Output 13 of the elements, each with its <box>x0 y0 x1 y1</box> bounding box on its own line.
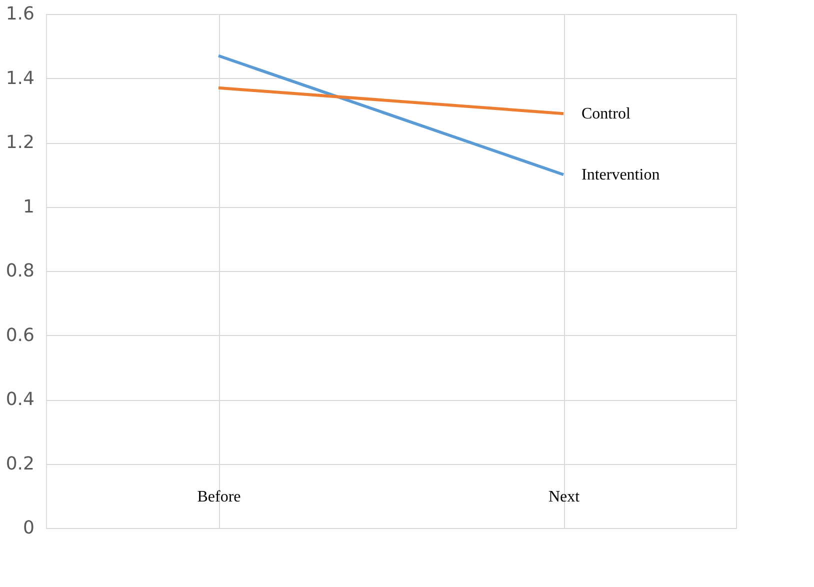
y-tick-label: 1.4 <box>6 68 34 89</box>
y-tick-label: 0 <box>23 518 34 538</box>
y-tick-label: 1 <box>23 196 34 218</box>
y-tick-label: 1.6 <box>6 4 34 24</box>
series-label: Control <box>582 106 631 123</box>
y-tick-label: 0.2 <box>6 453 34 474</box>
series-label: Intervention <box>582 166 660 184</box>
y-tick-label: 0.4 <box>6 389 34 410</box>
y-tick-label: 0.8 <box>6 260 34 282</box>
x-tick-label: Next <box>548 488 580 506</box>
y-tick-label: 0.6 <box>6 324 34 346</box>
x-tick-label: Before <box>197 488 241 506</box>
y-tick-label: 1.2 <box>6 132 34 153</box>
